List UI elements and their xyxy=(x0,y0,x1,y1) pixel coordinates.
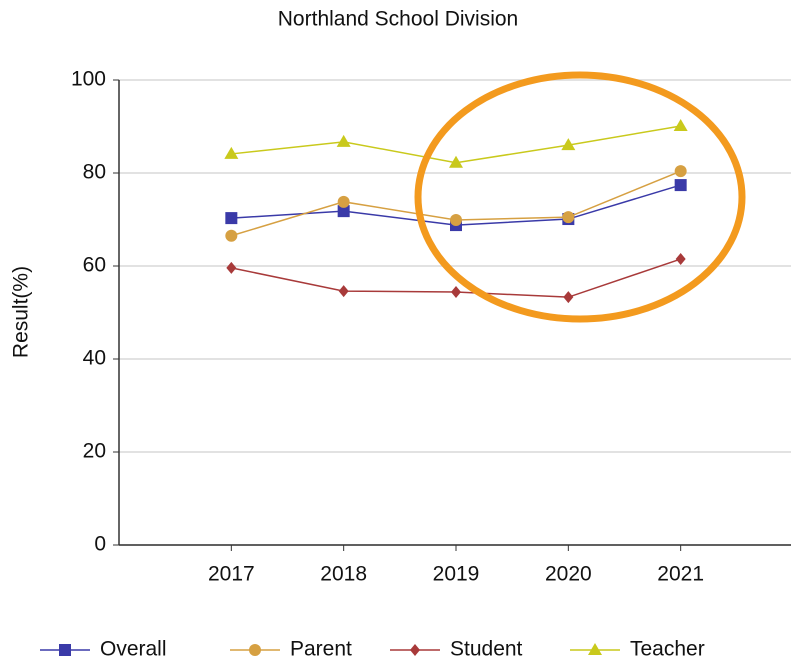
x-tick-label: 2018 xyxy=(320,563,367,586)
chart-title: Northland School Division xyxy=(278,8,518,31)
marker xyxy=(410,644,420,656)
marker xyxy=(561,138,576,151)
legend-label: Teacher xyxy=(630,638,705,661)
plot xyxy=(224,119,688,304)
x-tick-label: 2019 xyxy=(433,563,480,586)
legend-label: Parent xyxy=(290,638,352,661)
grid: 0 20 40 60 80 100 2017 2018 2019 2020 2021 xyxy=(71,68,791,586)
y-axis-label: Result(%) xyxy=(10,266,33,358)
y-tick-label: 100 xyxy=(71,68,106,91)
y-tick-label: 0 xyxy=(94,533,106,556)
marker xyxy=(225,212,238,225)
marker xyxy=(59,644,71,656)
marker xyxy=(451,286,461,299)
highlight-ellipse xyxy=(414,71,746,323)
marker xyxy=(224,146,239,159)
marker xyxy=(674,179,687,192)
marker xyxy=(249,644,261,656)
marker xyxy=(450,213,462,226)
marker xyxy=(562,211,575,224)
marker xyxy=(226,261,237,274)
y-tick-label: 20 xyxy=(83,440,106,463)
legend: Overall Parent Student Teacher xyxy=(40,638,705,661)
y-tick-label: 80 xyxy=(83,161,106,184)
marker xyxy=(338,285,349,298)
legend-label: Student xyxy=(450,638,523,661)
marker xyxy=(675,253,686,266)
marker xyxy=(336,134,351,147)
marker xyxy=(337,205,350,218)
x-tick-label: 2017 xyxy=(208,563,255,586)
x-tick-label: 2021 xyxy=(657,563,704,586)
y-tick-label: 60 xyxy=(83,254,106,277)
marker xyxy=(225,229,238,242)
x-tick-label: 2020 xyxy=(545,563,592,586)
marker xyxy=(674,165,687,178)
marker xyxy=(337,195,350,208)
y-tick-label: 40 xyxy=(83,347,106,370)
legend-label: Overall xyxy=(100,638,167,661)
marker xyxy=(449,155,463,168)
marker xyxy=(588,643,602,655)
marker xyxy=(563,291,574,304)
marker xyxy=(673,119,688,132)
